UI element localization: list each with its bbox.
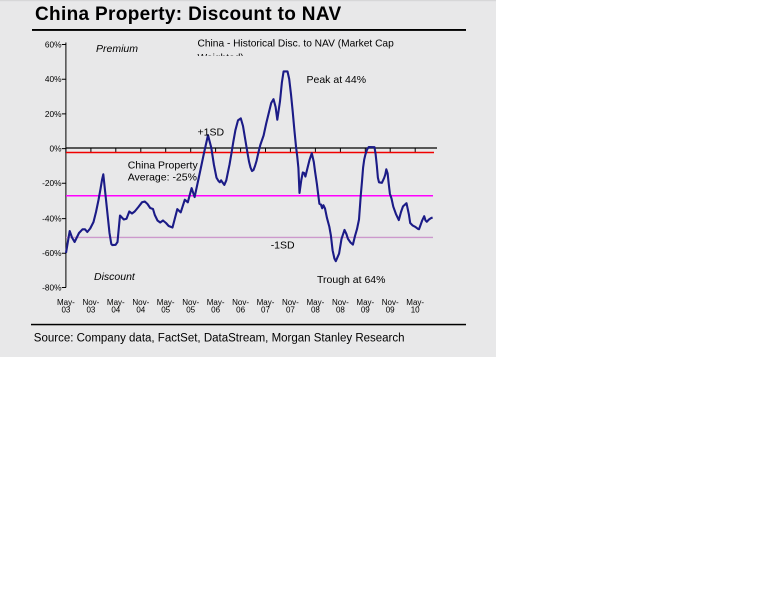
svg-text:40%: 40% xyxy=(45,74,62,84)
svg-text:Average: -25%: Average: -25% xyxy=(128,172,197,184)
svg-text:Source: Company data, FactSet,: Source: Company data, FactSet, DataStrea… xyxy=(34,333,405,345)
svg-text:Trough at 64%: Trough at 64% xyxy=(317,274,386,286)
svg-text:Peak at 44%: Peak at 44% xyxy=(307,74,367,86)
svg-text:-1SD: -1SD xyxy=(271,239,295,251)
svg-text:China Property: Discount to NA: China Property: Discount to NAV xyxy=(35,4,342,25)
svg-text:-20%: -20% xyxy=(42,178,62,188)
svg-text:China Property: China Property xyxy=(128,160,199,172)
svg-text:-60%: -60% xyxy=(42,248,62,258)
svg-text:0%: 0% xyxy=(50,144,63,154)
svg-text:Premium: Premium xyxy=(96,43,138,55)
svg-text:China - Historical Disc. to NA: China - Historical Disc. to NAV (Market … xyxy=(198,38,395,49)
svg-text:-40%: -40% xyxy=(42,214,62,224)
svg-text:+1SD: +1SD xyxy=(198,127,225,139)
svg-text:Discount: Discount xyxy=(94,271,136,283)
svg-text:-80%: -80% xyxy=(42,282,62,292)
svg-text:20%: 20% xyxy=(45,109,62,119)
svg-text:60%: 60% xyxy=(45,39,62,49)
